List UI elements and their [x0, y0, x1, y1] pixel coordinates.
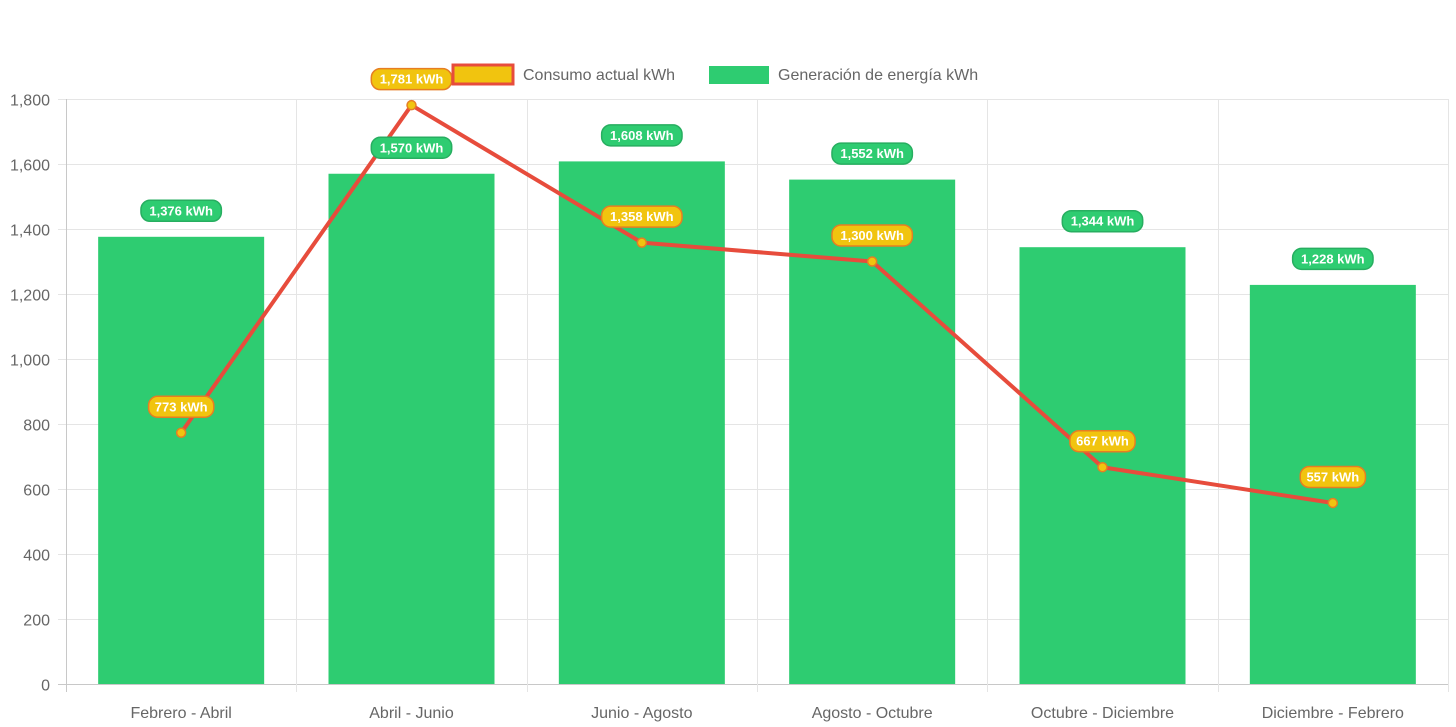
data-label: 1,570 kWh [370, 136, 453, 159]
y-tick-label: 0 [41, 678, 50, 695]
y-tick-label: 1,400 [10, 223, 50, 240]
line-point [1097, 461, 1108, 473]
y-tick-label: 800 [23, 418, 50, 435]
x-tick-label: Junio - Agosto [591, 705, 693, 722]
data-label-text: 1,376 kWh [149, 203, 213, 218]
data-label-text: 1,552 kWh [840, 146, 904, 161]
data-label-bg [1069, 429, 1136, 453]
line-series-consumo [179, 103, 1334, 505]
x-tick-label: Octubre - Diciembre [1031, 705, 1174, 722]
data-label-text: 1,228 kWh [1301, 251, 1365, 266]
legend-swatch-consumo [451, 63, 515, 86]
data-label: 1,228 kWh [1291, 247, 1374, 271]
data-label-text: 667 kWh [1076, 434, 1129, 449]
line-point [636, 237, 648, 248]
data-label: 773 kWh [147, 395, 215, 419]
legend-label-consumo: Consumo actual kWh [523, 67, 675, 84]
x-tick-label: Agosto - Octubre [812, 705, 933, 722]
legend-label-generacion: Generación de energía kWh [778, 67, 978, 84]
data-label: 1,344 kWh [1061, 209, 1144, 233]
y-tick-label: 1,000 [10, 353, 50, 370]
y-tick-label: 1,600 [10, 158, 50, 175]
data-label: 1,608 kWh [600, 124, 683, 147]
data-label-text: 1,608 kWh [610, 128, 674, 143]
y-tick-label: 200 [23, 613, 50, 630]
y-tick-label: 1,200 [10, 288, 50, 305]
y-tick-label: 1,800 [10, 93, 50, 110]
points-layer [175, 99, 1339, 509]
data-label-text: 557 kWh [1306, 469, 1359, 484]
x-tick-label: Febrero - Abril [130, 705, 231, 722]
legend-swatch-generacion [709, 66, 769, 84]
bar [328, 173, 495, 684]
data-label-text: 1,358 kWh [610, 209, 674, 224]
bar [98, 236, 265, 685]
data-label-text: 1,570 kWh [380, 140, 444, 155]
data-label: 1,376 kWh [140, 199, 223, 223]
y-tick-label: 600 [23, 483, 50, 500]
line-point [866, 256, 878, 267]
data-label-text: 1,344 kWh [1071, 214, 1135, 229]
data-label: 1,300 kWh [831, 224, 914, 247]
data-label-bg [1299, 465, 1367, 489]
grid-layer [58, 99, 1449, 692]
data-label-bg [600, 124, 683, 147]
y-tick-label: 400 [23, 548, 50, 565]
data-label: 667 kWh [1069, 429, 1136, 453]
data-label-text: 1,300 kWh [840, 228, 904, 243]
x-tick-label: Abril - Junio [369, 705, 454, 722]
data-label-text: 1,781 kWh [380, 72, 444, 87]
data-label: 1,781 kWh [370, 67, 453, 91]
data-label-text: 773 kWh [155, 399, 208, 414]
data-labels-layer: 1,376 kWh 1,570 kWh 1,608 kWh 1,552 kWh 1,34… [140, 67, 1374, 489]
data-label: 1,358 kWh [600, 205, 683, 228]
data-label-bg [831, 142, 914, 165]
axis-layer: 0 200 400 600 800 1,000 1,200 1,400 1,600 1,800 Fe… [10, 93, 1404, 723]
data-label-bg [1061, 209, 1144, 233]
data-label-bg [147, 395, 215, 419]
line-point [406, 99, 417, 111]
data-label-bg [370, 136, 453, 159]
data-label: 557 kWh [1299, 465, 1367, 489]
data-label-bg [600, 205, 683, 228]
line-point [175, 427, 187, 439]
line-layer [179, 103, 1334, 505]
legend: Consumo actual kWh Generación de energía … [451, 63, 978, 86]
x-tick-label: Diciembre - Febrero [1262, 705, 1404, 722]
legend-item-consumo: Consumo actual kWh [451, 63, 675, 86]
data-label-bg [1291, 247, 1374, 271]
data-label-bg [831, 224, 914, 247]
data-label-bg [140, 199, 223, 223]
legend-item-generacion: Generación de energía kWh [709, 66, 978, 84]
data-label: 1,552 kWh [831, 142, 914, 165]
line-point [1327, 497, 1339, 509]
